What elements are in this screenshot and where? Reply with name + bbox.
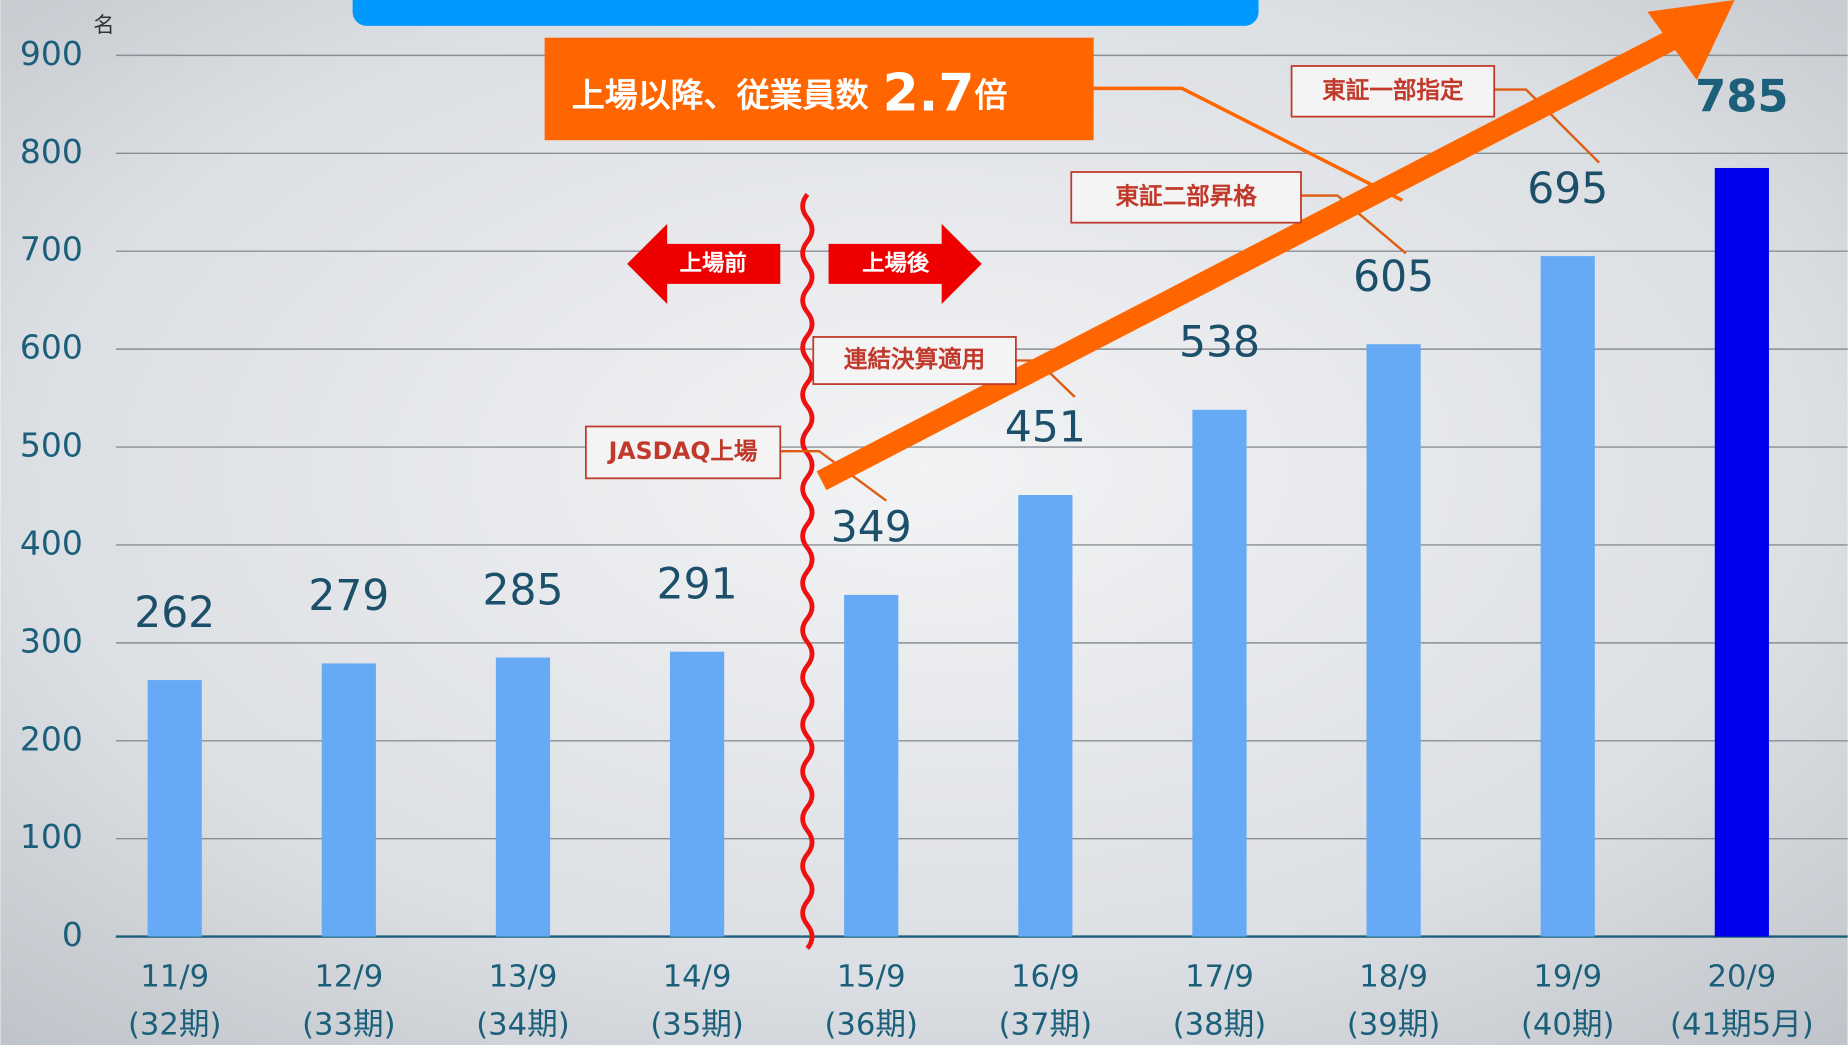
bar <box>1192 409 1247 937</box>
bar <box>1018 495 1073 937</box>
bar <box>669 651 725 937</box>
x-tick-label: 16/9 <box>1011 959 1080 994</box>
x-tick-label: 11/9 <box>140 959 209 994</box>
x-tick-label: 13/9 <box>489 959 558 994</box>
milestone-label: 東証一部指定 <box>1322 76 1464 104</box>
x-tick-label: 18/9 <box>1359 959 1428 994</box>
value-label: 451 <box>1005 404 1086 453</box>
headline-suffix: 倍 <box>974 75 1007 114</box>
value-label: 291 <box>657 560 738 609</box>
value-label: 538 <box>1179 319 1260 368</box>
value-label: 279 <box>308 572 389 621</box>
x-tick-period: (35期) <box>650 1008 744 1043</box>
y-tick-label: 700 <box>20 230 83 269</box>
value-label: 785 <box>1695 70 1788 123</box>
connector <box>780 450 887 502</box>
y-tick-label: 100 <box>20 817 83 856</box>
milestone-label: 東証二部昇格 <box>1115 182 1257 210</box>
x-tick-label: 20/9 <box>1707 959 1776 994</box>
growth-arrow <box>816 23 1690 491</box>
x-tick-period: (41期5月) <box>1670 1008 1814 1043</box>
connector <box>1093 86 1404 202</box>
value-label: 285 <box>482 566 563 615</box>
y-tick-label: 200 <box>20 719 83 758</box>
milestone-box <box>584 425 782 480</box>
after-label: 上場後 <box>862 249 930 276</box>
y-tick-label: 0 <box>62 915 83 954</box>
x-tick-label: 12/9 <box>314 959 383 994</box>
x-tick-period: (37期) <box>999 1008 1093 1043</box>
x-tick-period: (39期) <box>1347 1008 1441 1043</box>
x-tick-period: (32期) <box>128 1008 222 1043</box>
headline-text: 上場以降、従業員数 <box>572 75 869 114</box>
milestone-box <box>1070 171 1302 224</box>
listing-divider <box>800 192 815 950</box>
bar <box>1366 344 1421 937</box>
connector <box>1494 88 1600 164</box>
growth-arrowhead <box>1647 0 1735 81</box>
headline-number: 2.7 <box>883 64 975 124</box>
headline: 上場以降、従業員数 2.7倍 <box>572 64 1008 124</box>
before-label: 上場前 <box>680 249 747 276</box>
headline-box <box>544 37 1094 141</box>
x-tick-label: 14/9 <box>663 959 732 994</box>
bar <box>1714 167 1769 937</box>
connector <box>1301 194 1407 255</box>
bar <box>844 594 899 937</box>
milestone-label: 連結決算適用 <box>844 345 985 373</box>
top-banner <box>352 0 1259 26</box>
y-tick-label: 500 <box>20 426 83 465</box>
milestone-label: JASDAQ上場 <box>607 437 758 465</box>
value-label: 695 <box>1527 165 1608 214</box>
milestone-box <box>1290 65 1496 118</box>
y-tick-label: 900 <box>20 34 83 73</box>
x-tick-period: (36期) <box>824 1008 918 1043</box>
milestone-box <box>812 336 1017 385</box>
bar <box>1540 256 1595 937</box>
value-label: 262 <box>134 589 215 638</box>
x-tick-period: (40期) <box>1521 1008 1615 1043</box>
after-arrow <box>828 223 982 304</box>
bar <box>147 680 202 937</box>
x-tick-period: (33期) <box>302 1008 396 1043</box>
y-tick-label: 300 <box>20 621 83 660</box>
y-tick-label: 600 <box>20 328 83 367</box>
value-label: 605 <box>1353 253 1434 302</box>
y-unit: 名 <box>93 12 114 37</box>
x-tick-label: 17/9 <box>1185 959 1254 994</box>
x-tick-label: 15/9 <box>837 959 906 994</box>
x-tick-period: (38期) <box>1173 1008 1267 1043</box>
value-label: 349 <box>831 504 912 553</box>
bar <box>321 663 376 937</box>
y-tick-label: 800 <box>20 132 83 171</box>
x-tick-label: 19/9 <box>1533 959 1602 994</box>
y-tick-label: 400 <box>20 523 83 562</box>
x-tick-period: (34期) <box>476 1008 570 1043</box>
bar <box>495 657 551 937</box>
before-arrow <box>627 223 781 304</box>
